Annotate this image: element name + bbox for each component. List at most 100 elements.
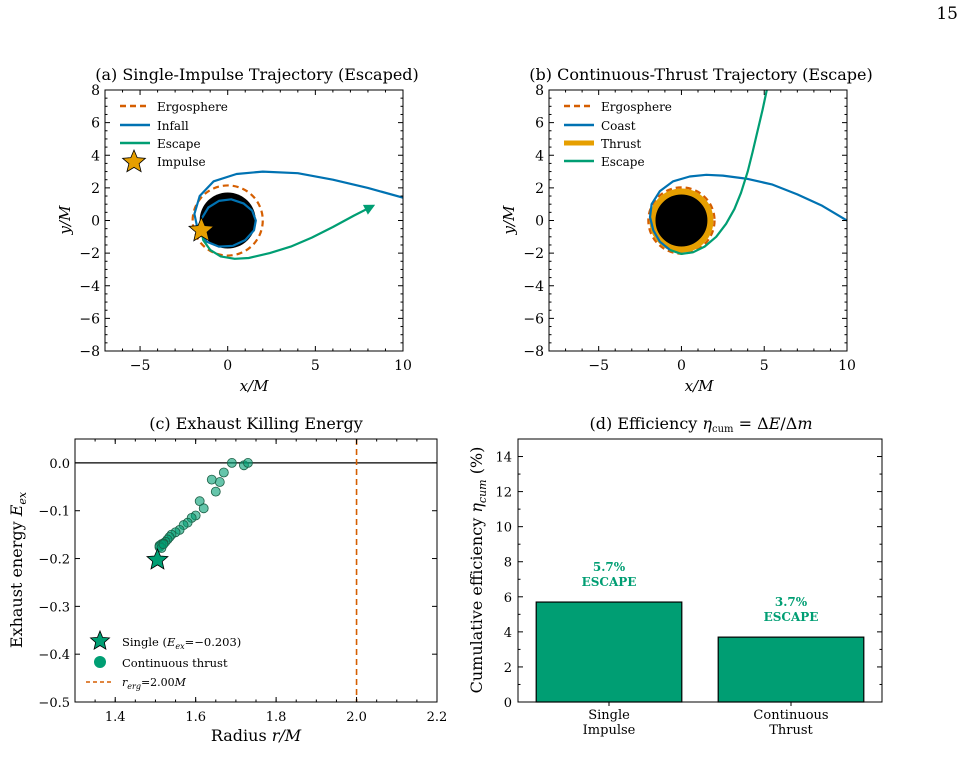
bar-status-label: ESCAPE <box>764 610 819 624</box>
x-category-label: Continuous <box>753 708 828 723</box>
y-tick-label: 4 <box>535 148 544 164</box>
legend-thrust-label: Thrust <box>601 137 641 151</box>
x-tick-label: 10 <box>838 358 856 374</box>
y-tick-label: −6 <box>79 311 100 327</box>
continuous-point <box>214 477 225 487</box>
panel-c-ylabel: Exhaust energy Eex <box>7 491 29 648</box>
panel-a-legend: Ergosphere Infall Escape Impulse <box>120 100 228 173</box>
thrust-ring <box>649 188 714 253</box>
y-tick-label: 6 <box>91 116 100 132</box>
panel-c-title: (c) Exhaust Killing Energy <box>149 414 363 433</box>
y-tick-label: 6 <box>535 116 544 132</box>
y-tick-label: −0.3 <box>38 600 70 615</box>
panel-d-ylabel: Cumulative efficiency ηcum (%) <box>467 447 489 694</box>
y-tick-label: 8 <box>91 83 100 99</box>
panel-a: (a) Single-Impulse Trajectory (Escaped) … <box>56 65 419 395</box>
y-tick-label: −8 <box>79 344 100 360</box>
y-tick-label: 0.0 <box>49 457 70 472</box>
legend-impulse-star-icon <box>121 148 147 173</box>
y-tick-label: −2 <box>523 246 544 262</box>
y-tick-label: 4 <box>504 626 512 641</box>
black-hole <box>199 192 256 249</box>
y-tick-label: −0.2 <box>38 553 70 568</box>
bar-value-label: 5.7% <box>593 560 626 574</box>
x-tick-label: 5 <box>311 358 320 374</box>
x-tick-label: 0 <box>677 358 686 374</box>
continuous-point <box>206 474 217 485</box>
y-tick-label: −0.5 <box>38 696 70 711</box>
continuous-point <box>198 503 209 514</box>
y-tick-label: −0.4 <box>38 648 70 663</box>
legend-single-label: Single (Eex=−0.203) <box>122 635 241 651</box>
bar <box>535 601 683 703</box>
x-tick-label: 1.8 <box>266 710 287 725</box>
bar-value-label: 3.7% <box>775 595 808 609</box>
infall-trajectory <box>193 170 403 248</box>
black-hole <box>654 194 708 247</box>
legend-ergosphere-label: Ergosphere <box>157 100 228 114</box>
legend-coast-label: Coast <box>601 119 636 133</box>
continuous-point <box>226 458 237 468</box>
x-tick-label: −5 <box>130 358 151 374</box>
x-tick-label: 2.2 <box>427 710 448 725</box>
bar-status-label: ESCAPE <box>582 575 637 589</box>
ergosphere-circle <box>191 184 264 257</box>
y-tick-label: −8 <box>523 344 544 360</box>
legend-escape-label: Escape <box>601 155 645 169</box>
continuous-point <box>210 486 221 497</box>
y-tick-label: −2 <box>79 246 100 262</box>
panel-d: (d) Efficiency ηcum = ΔE/Δm 5.7%ESCAPE3.… <box>467 414 883 738</box>
legend-escape-label: Escape <box>157 137 201 151</box>
panel-b-ylabel: y/M <box>500 205 518 236</box>
y-tick-label: 6 <box>504 591 512 606</box>
y-tick-label: −0.1 <box>38 505 70 520</box>
legend-rerg-label: rerg=2.00M <box>122 676 187 691</box>
panel-c-legend: Single (Eex=−0.203) Continuous thrust re… <box>86 629 241 691</box>
y-tick-label: −6 <box>523 311 544 327</box>
y-tick-label: 0 <box>535 214 544 230</box>
escape-trajectory <box>200 204 376 260</box>
panel-a-title: (a) Single-Impulse Trajectory (Escaped) <box>95 65 419 84</box>
y-tick-label: 8 <box>504 556 512 571</box>
y-tick-label: 4 <box>91 148 100 164</box>
panel-b-xlabel: x/M <box>685 377 715 395</box>
legend-continuous-marker <box>94 656 106 668</box>
bar <box>717 636 865 703</box>
y-tick-label: 8 <box>535 83 544 99</box>
y-tick-label: 0 <box>504 696 512 711</box>
x-tick-label: 2.0 <box>346 710 367 725</box>
legend-ergosphere-label: Ergosphere <box>601 100 672 114</box>
y-tick-label: 0 <box>91 214 100 230</box>
panel-d-title: (d) Efficiency ηcum = ΔE/Δm <box>590 414 813 435</box>
panel-b: (b) Continuous-Thrust Trajectory (Escape… <box>500 65 873 395</box>
x-tick-label: 10 <box>394 358 412 374</box>
continuous-point <box>218 467 229 478</box>
panel-a-xlabel: x/M <box>240 377 270 395</box>
panel-d-frame <box>517 438 883 703</box>
x-tick-label: 1.4 <box>105 710 126 725</box>
x-category-label: Single <box>588 708 630 723</box>
escape-trajectory <box>669 90 768 255</box>
y-tick-label: 2 <box>504 661 512 676</box>
panel-b-title: (b) Continuous-Thrust Trajectory (Escape… <box>529 65 872 84</box>
legend-continuous-label: Continuous thrust <box>122 656 228 670</box>
x-tick-label: 0 <box>223 358 232 374</box>
legend-impulse-label: Impulse <box>157 155 206 169</box>
y-tick-label: 14 <box>495 451 512 466</box>
panel-b-legend: Ergosphere Coast Thrust Escape <box>564 100 672 169</box>
continuous-point <box>243 458 253 468</box>
x-tick-label: 5 <box>760 358 769 374</box>
coast-trajectory <box>648 173 847 251</box>
x-category-label: Thrust <box>769 723 813 738</box>
page-number: 15 <box>936 4 958 24</box>
impulse-star-marker <box>188 216 215 242</box>
x-tick-label: −5 <box>588 358 609 374</box>
continuous-point <box>158 539 169 550</box>
y-tick-label: 10 <box>495 521 512 536</box>
single-star-marker <box>146 547 169 570</box>
x-category-label: Impulse <box>583 723 636 738</box>
y-tick-label: −4 <box>79 279 100 295</box>
y-tick-label: 2 <box>535 181 544 197</box>
x-tick-label: 1.6 <box>185 710 206 725</box>
